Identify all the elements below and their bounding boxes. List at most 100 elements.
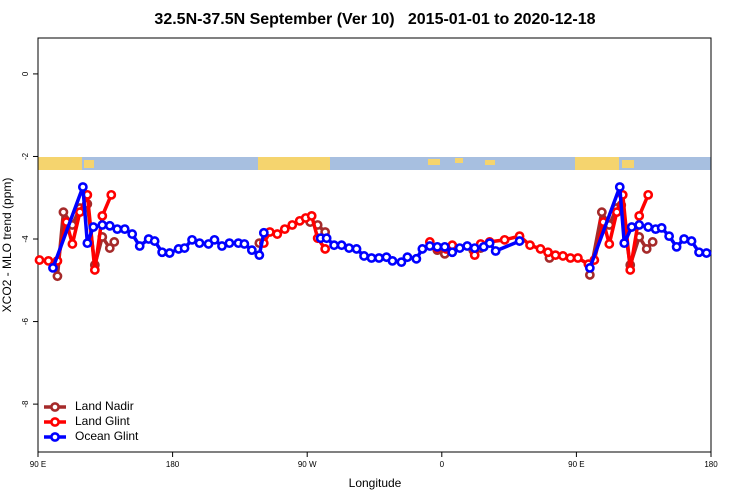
data-point [611, 207, 622, 218]
data-point [469, 243, 480, 253]
data-point [643, 189, 654, 200]
data-point [52, 271, 63, 282]
data-point [499, 234, 510, 245]
data-point [565, 253, 576, 263]
data-point [543, 247, 553, 258]
data-point [626, 222, 637, 232]
data-point [239, 239, 250, 249]
data-point [224, 238, 235, 249]
data-point [484, 238, 495, 249]
chart-title: 32.5N-37.5N September (Ver 10) 2015-01-0… [154, 11, 595, 28]
legend-label: Land Nadir [75, 399, 134, 413]
data-point [258, 227, 269, 238]
y-tick-label: -8 [21, 400, 30, 408]
data-point [164, 248, 175, 258]
data-point [88, 222, 99, 232]
x-tick-label: 90 E [30, 460, 46, 469]
data-point [596, 207, 607, 218]
x-tick-label: 180 [166, 460, 180, 469]
legend-label: Land Glint [75, 414, 130, 428]
data-point [187, 234, 197, 245]
data-point [439, 241, 450, 252]
data-point [97, 211, 108, 221]
data-point [454, 243, 465, 253]
data-point [694, 247, 704, 258]
x-tick-label: 90 W [298, 460, 317, 469]
y-axis-title: XCO2 - MLO trend (ppm) [0, 178, 14, 313]
data-point [490, 246, 501, 256]
data-point [194, 238, 205, 249]
data-point [97, 220, 108, 230]
data-point [320, 244, 331, 254]
data-point [344, 243, 354, 253]
data-point [127, 229, 138, 239]
data-point [157, 247, 168, 258]
data-point [432, 241, 443, 252]
data-point [701, 248, 712, 258]
legend-swatch-point [50, 432, 60, 442]
y-tick-label: 0 [21, 71, 30, 76]
data-point [77, 182, 88, 192]
data-point [119, 224, 130, 235]
data-point [402, 252, 413, 263]
data-point [67, 239, 78, 249]
x-tick-label: 180 [704, 460, 718, 469]
data-point [514, 236, 525, 246]
data-point [366, 253, 377, 263]
data-point [106, 189, 117, 200]
data-point [679, 234, 689, 244]
data-point [411, 253, 422, 264]
data-point [306, 211, 317, 221]
data-point [664, 231, 675, 242]
data-point [217, 241, 227, 251]
data-point [641, 244, 652, 254]
data-point [287, 220, 298, 230]
x-tick-label: 90 E [568, 460, 584, 469]
data-point [74, 207, 85, 218]
data-point [424, 241, 435, 251]
data-point [417, 244, 428, 254]
plot-frame [37, 37, 712, 453]
data-point [525, 240, 535, 251]
data-point [572, 253, 583, 263]
data-point [179, 243, 190, 253]
data-point [321, 233, 332, 244]
data-point [462, 241, 473, 251]
data-point [279, 224, 290, 235]
data-point [396, 257, 407, 268]
data-point [584, 263, 595, 273]
data-point [619, 238, 630, 249]
land-mask-strip [38, 157, 711, 170]
y-tick-label: -2 [21, 152, 30, 160]
data-point [643, 222, 654, 232]
data-point [246, 245, 257, 256]
data-point [104, 220, 115, 231]
data-point [387, 255, 398, 266]
data-point [351, 244, 362, 254]
data-point [535, 244, 546, 254]
data-point [58, 207, 69, 218]
x-axis-title: Longitude [349, 476, 402, 490]
legend-label: Ocean Glint [75, 429, 139, 443]
data-point [89, 265, 100, 275]
data-point [329, 240, 340, 251]
legend-swatch-point [50, 417, 60, 427]
data-point [634, 220, 645, 230]
data-point [558, 251, 568, 261]
data-point [254, 250, 265, 261]
data-point [82, 238, 93, 249]
data-point [149, 236, 160, 246]
data-point [656, 222, 667, 233]
data-point [634, 211, 645, 221]
data-point [647, 237, 658, 247]
data-point [625, 265, 636, 275]
y-tick-label: -4 [21, 235, 30, 243]
data-point [112, 224, 123, 235]
data-point [614, 182, 625, 192]
data-point [550, 250, 561, 261]
data-point [671, 241, 682, 252]
data-point [336, 240, 347, 251]
data-point [34, 255, 45, 265]
legend-swatch-point [50, 402, 60, 412]
